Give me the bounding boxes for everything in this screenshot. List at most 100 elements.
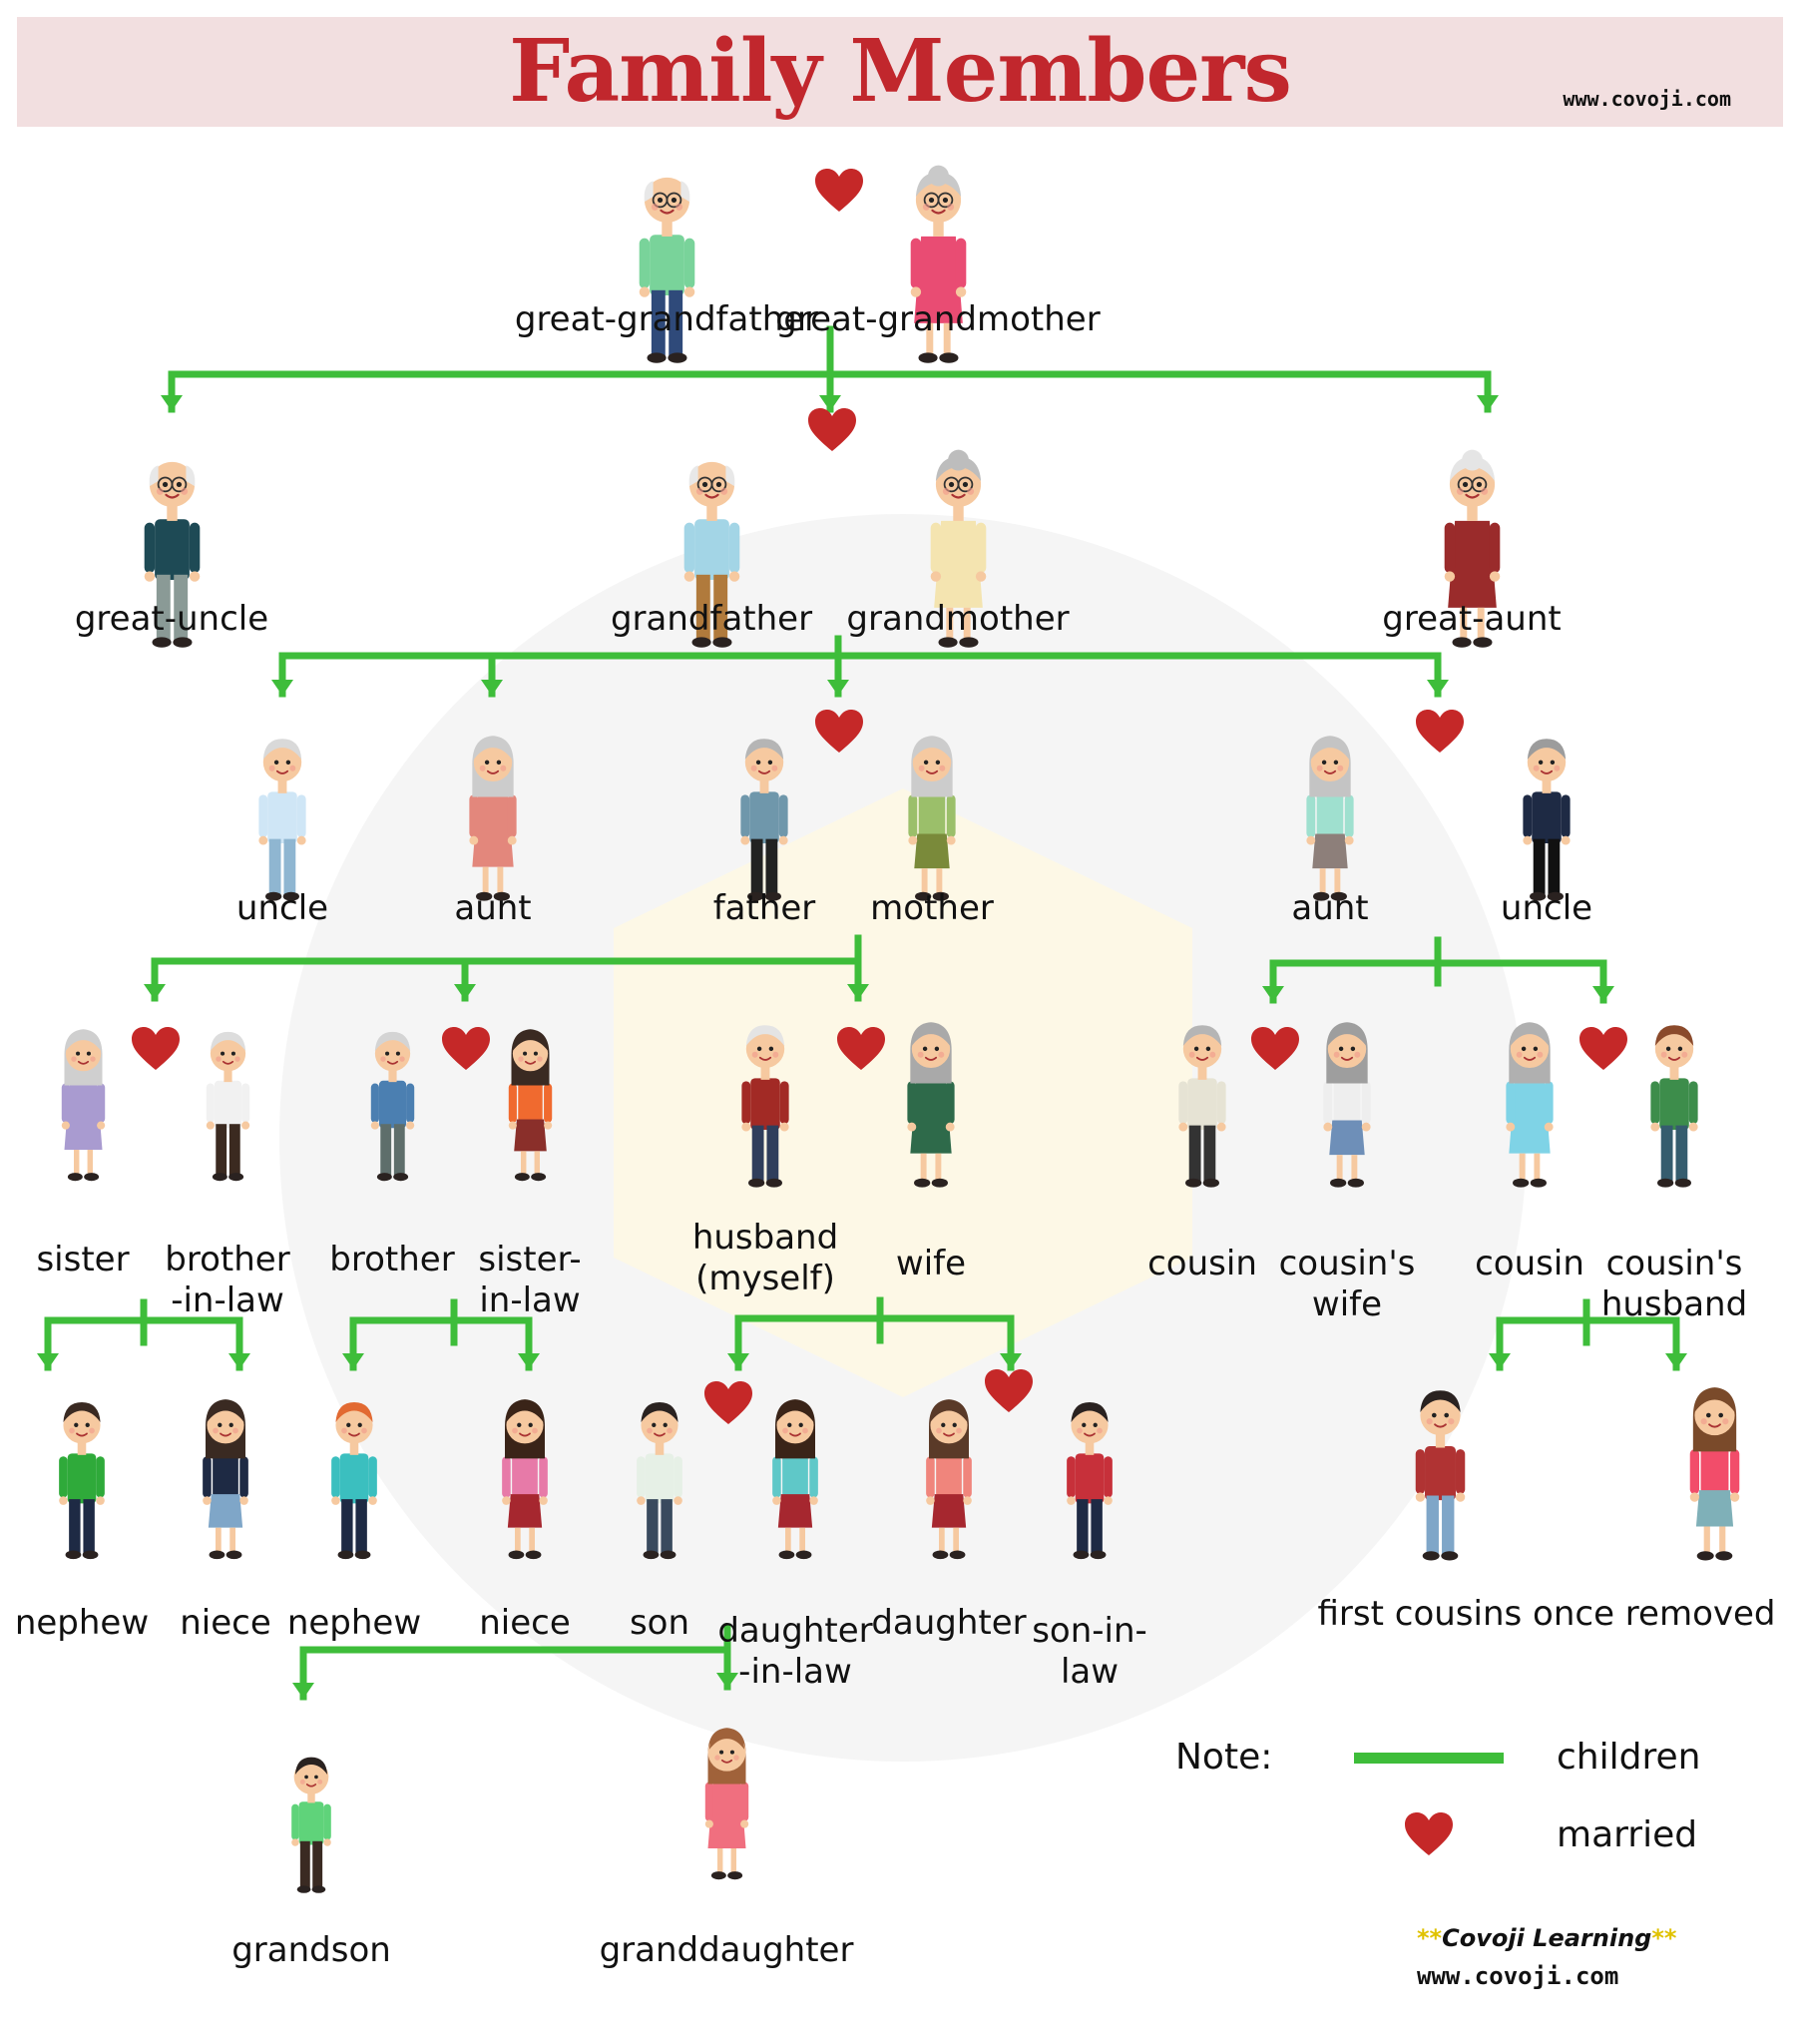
arrow-down-icon: [847, 984, 869, 1000]
arrow-down-icon: [228, 1353, 250, 1369]
label-grandfather: grandfather: [610, 599, 813, 639]
label-great-grandmother: great-grandmother: [775, 299, 1101, 339]
person-aunt-1-icon: [462, 702, 524, 929]
label-brother: brother: [329, 1240, 455, 1279]
person-husband-myself-icon: [734, 988, 796, 1216]
person-niece-2-icon: [495, 1367, 555, 1586]
person-nephew-1-icon: [52, 1367, 112, 1586]
arrow-down-icon: [716, 1673, 738, 1689]
heart-icon: [814, 168, 864, 214]
label-cousin-2: cousin: [1475, 1244, 1584, 1283]
person-grandmother-icon: [922, 414, 995, 680]
person-sister-in-law-icon: [502, 998, 559, 1207]
arrow-down-icon: [481, 680, 503, 696]
label-uncle-2: uncle: [1500, 888, 1593, 928]
heart-icon: [984, 1368, 1034, 1414]
person-cousins-husband-icon: [1643, 988, 1705, 1216]
label-cousins-wife: cousin's wife: [1278, 1244, 1416, 1324]
person-son-in-law-icon: [1060, 1367, 1120, 1586]
arrow-down-icon: [1427, 680, 1449, 696]
label-sister: sister: [36, 1240, 130, 1279]
label-mother: mother: [870, 888, 994, 928]
first-cousins-label: first cousins once removed: [1317, 1594, 1776, 1634]
heart-icon: [1250, 1026, 1300, 1072]
arrow-down-icon: [1477, 395, 1499, 411]
header-website: www.covoji.com: [1563, 87, 1731, 111]
label-cousins-husband: cousin's husband: [1600, 1244, 1748, 1324]
label-great-aunt: great-aunt: [1382, 599, 1562, 639]
arrow-down-icon: [827, 680, 849, 696]
label-aunt-1: aunt: [454, 888, 532, 928]
person-mother-icon: [901, 702, 963, 929]
arrow-down-icon: [271, 680, 293, 696]
heart-icon: [441, 1026, 491, 1072]
person-uncle-2-icon: [1516, 702, 1577, 929]
arrow-down-icon: [161, 395, 183, 411]
label-cousin-1: cousin: [1147, 1244, 1257, 1283]
person-great-grandfather-icon: [631, 130, 703, 395]
person-brother-in-law-icon: [200, 998, 256, 1207]
label-father: father: [712, 888, 816, 928]
label-son-in-law: son-in-law: [1032, 1611, 1147, 1692]
person-father-icon: [733, 702, 795, 929]
label-nephew-1: nephew: [14, 1603, 150, 1643]
label-aunt-2: aunt: [1291, 888, 1369, 928]
legend-children-line: [1354, 1753, 1504, 1764]
heart-icon: [814, 709, 864, 755]
heart-icon: [131, 1026, 181, 1072]
person-nephew-2-icon: [324, 1367, 384, 1586]
arrow-down-icon: [518, 1353, 540, 1369]
person-son-icon: [630, 1367, 689, 1586]
label-niece-2: niece: [479, 1603, 571, 1643]
arrow-down-icon: [342, 1353, 364, 1369]
title-banner: Family Members www.covoji.com: [17, 17, 1783, 127]
person-daughter-icon: [919, 1367, 979, 1586]
person-niece-1-icon: [196, 1367, 255, 1586]
arrow-down-icon: [1262, 986, 1284, 1002]
person-cousins-wife-icon: [1316, 988, 1378, 1216]
person-uncle-1-icon: [251, 702, 313, 929]
legend-children-text: children: [1557, 1737, 1701, 1778]
label-granddaughter: granddaughter: [599, 1930, 854, 1970]
arrow-down-icon: [454, 984, 476, 1000]
arrow-down-icon: [1489, 1353, 1511, 1369]
person-great-uncle-icon: [136, 414, 209, 680]
label-daughter: daughter: [871, 1603, 1027, 1643]
arrow-down-icon: [1592, 986, 1614, 1002]
arrow-down-icon: [144, 984, 166, 1000]
person-aunt-2-icon: [1299, 702, 1361, 929]
arrow-down-icon: [1665, 1353, 1687, 1369]
brand-website: www.covoji.com: [1417, 1962, 1619, 1990]
arrow-down-icon: [292, 1683, 314, 1699]
person-grandson-icon: [285, 1727, 337, 1916]
person-wife-icon: [900, 988, 962, 1216]
label-grandson: grandson: [231, 1930, 391, 1970]
label-niece-1: niece: [180, 1603, 271, 1643]
label-daughter-in-law: daughter -in-law: [717, 1611, 873, 1692]
person-daughter-in-law-icon: [765, 1367, 825, 1586]
heart-icon: [1415, 709, 1465, 755]
legend-married-text: married: [1557, 1814, 1698, 1855]
heart-icon: [836, 1026, 886, 1072]
arrow-down-icon: [819, 395, 841, 411]
person-sister-icon: [55, 998, 112, 1207]
label-husband-myself: husband (myself): [691, 1218, 839, 1298]
legend-note: Note:: [1175, 1737, 1273, 1778]
arrow-down-icon: [1000, 1353, 1022, 1369]
arrow-down-icon: [727, 1353, 749, 1369]
heart-icon: [703, 1380, 753, 1426]
heart-icon: [1578, 1026, 1628, 1072]
page-title: Family Members: [509, 21, 1292, 122]
heart-icon: [807, 407, 857, 453]
person-first-cousin-boy-icon: [1408, 1352, 1473, 1590]
label-son: son: [629, 1603, 690, 1643]
label-nephew-2: nephew: [286, 1603, 422, 1643]
person-cousin-2-icon: [1499, 988, 1561, 1216]
person-brother-icon: [364, 998, 421, 1207]
person-first-cousin-girl-icon: [1682, 1352, 1747, 1590]
brand-name: **Covoji Learning**: [1417, 1924, 1677, 1952]
person-cousin-1-icon: [1171, 988, 1233, 1216]
person-great-grandmother-icon: [902, 130, 975, 395]
